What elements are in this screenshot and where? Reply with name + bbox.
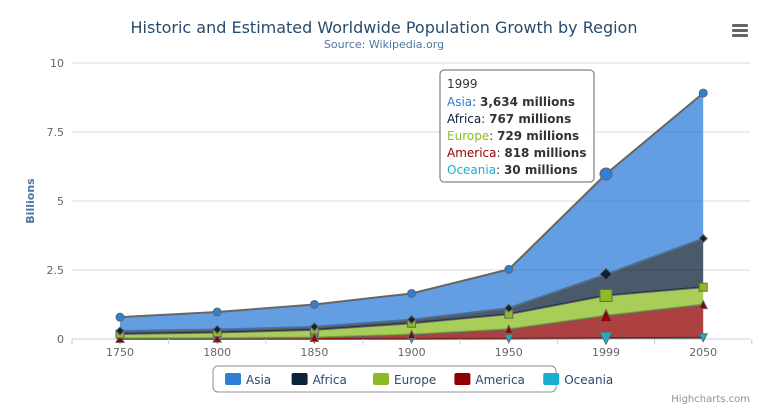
legend-swatch xyxy=(291,373,308,385)
europe-marker[interactable] xyxy=(599,288,613,302)
legend-label: Asia xyxy=(246,373,271,387)
y-tick-label: 5 xyxy=(57,195,64,208)
y-tick-label: 2.5 xyxy=(47,264,65,277)
y-tick-label: 10 xyxy=(50,57,64,70)
legend-item-europe[interactable]: Europe xyxy=(373,373,436,387)
oceania-marker[interactable] xyxy=(698,333,709,343)
africa-marker[interactable] xyxy=(698,233,708,244)
chart-title: Historic and Estimated Worldwide Populat… xyxy=(131,18,638,37)
america-marker[interactable] xyxy=(698,299,709,310)
x-tick-label: 1950 xyxy=(495,346,523,359)
oceania-marker[interactable] xyxy=(503,334,514,344)
legend-label: Europe xyxy=(394,373,436,387)
asia-area[interactable] xyxy=(120,93,704,332)
legend-label: America xyxy=(475,373,525,387)
x-tick-label: 1900 xyxy=(398,346,426,359)
legend-label: Oceania xyxy=(564,373,613,387)
tooltip-row: Africa: 767 millions xyxy=(447,112,571,126)
y-axis-label: Billions xyxy=(24,178,37,224)
x-tick-label: 1999 xyxy=(592,346,620,359)
asia-marker[interactable] xyxy=(212,307,222,317)
africa-marker[interactable] xyxy=(115,326,125,336)
menu-button[interactable] xyxy=(728,21,752,41)
tooltip-row: America: 818 millions xyxy=(447,146,586,160)
asia-marker[interactable] xyxy=(309,299,319,309)
x-tick-label: 1800 xyxy=(203,346,231,359)
america-marker[interactable] xyxy=(599,308,613,323)
legend-swatch xyxy=(454,373,471,385)
africa-marker[interactable] xyxy=(406,314,417,325)
america-marker[interactable] xyxy=(309,332,320,342)
africa-marker[interactable] xyxy=(212,324,222,335)
europe-marker[interactable] xyxy=(698,282,708,292)
africa-marker[interactable] xyxy=(599,267,613,282)
america-area[interactable] xyxy=(120,304,704,339)
legend-swatch xyxy=(543,373,560,385)
legend-item-america[interactable]: America xyxy=(454,373,525,387)
asia-marker[interactable] xyxy=(504,264,514,274)
tooltip-row: Oceania: 30 millions xyxy=(447,163,578,177)
legend-swatch xyxy=(225,373,241,385)
x-tick-label: 1850 xyxy=(300,346,328,359)
america-marker[interactable] xyxy=(212,332,223,343)
africa-marker[interactable] xyxy=(309,322,320,332)
legend-swatch xyxy=(373,373,389,385)
legend-label: Africa xyxy=(313,373,347,387)
chart-subtitle: Source: Wikipedia.org xyxy=(324,38,444,51)
america-marker[interactable] xyxy=(503,324,514,334)
y-tick-label: 0 xyxy=(57,333,64,346)
x-tick-label: 2050 xyxy=(689,346,717,359)
asia-marker[interactable] xyxy=(115,312,125,322)
tooltip xyxy=(439,69,595,183)
legend-item-africa[interactable]: Africa xyxy=(291,373,347,387)
asia-marker[interactable] xyxy=(407,288,417,298)
credits[interactable]: Highcharts.com xyxy=(671,394,750,405)
asia-marker[interactable] xyxy=(599,167,613,181)
hamburger-icon xyxy=(732,24,748,37)
africa-area[interactable] xyxy=(120,238,704,334)
legend-item-oceania[interactable]: Oceania xyxy=(543,373,613,387)
oceania-marker[interactable] xyxy=(599,331,613,346)
africa-marker[interactable] xyxy=(504,303,514,313)
tooltip-row: Asia: 3,634 millions xyxy=(447,95,575,109)
tooltip-row: Europe: 729 millions xyxy=(447,129,579,143)
x-tick-label: 1750 xyxy=(106,346,134,359)
america-marker[interactable] xyxy=(406,329,417,340)
tooltip-header: 1999 xyxy=(447,77,478,91)
legend-item-asia[interactable]: Asia xyxy=(225,373,271,387)
y-tick-label: 7.5 xyxy=(47,126,65,139)
asia-marker[interactable] xyxy=(698,88,708,98)
